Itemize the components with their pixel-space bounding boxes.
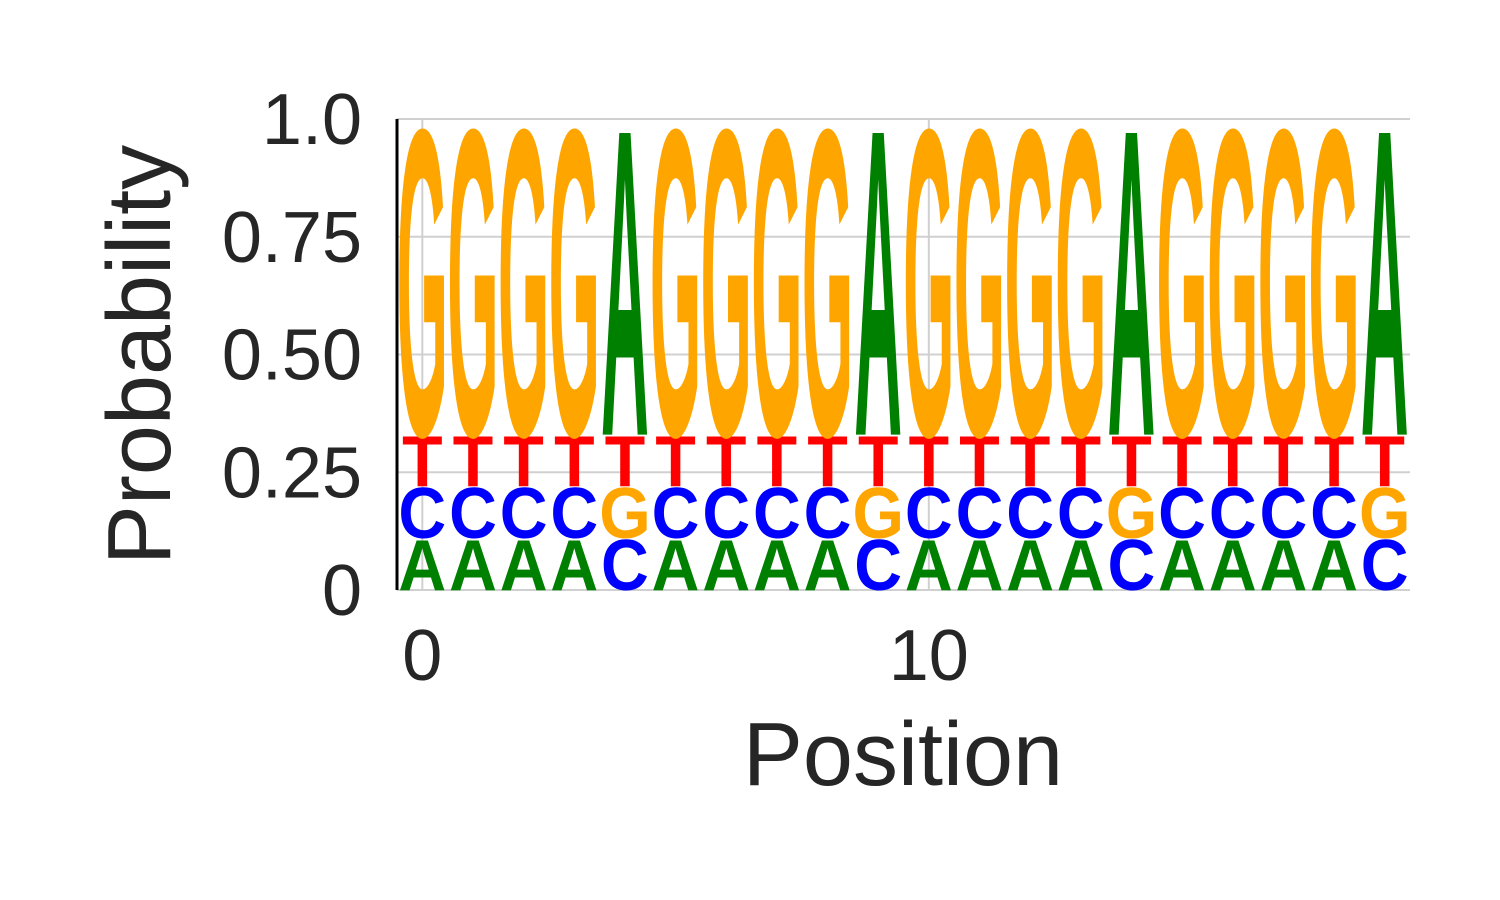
logo-letter-t: T [503, 421, 543, 502]
grid-layer [397, 118, 1410, 591]
logo-letter-g: G [1258, 39, 1309, 528]
logo-letter-a: A [1259, 524, 1307, 605]
logo-letter-g: G [1308, 39, 1359, 528]
logo-letter-c: C [804, 473, 852, 554]
logo-letter-t: T [1111, 421, 1151, 502]
logo-letter-a: A [854, 39, 902, 528]
logo-letter-c: C [550, 473, 598, 554]
logo-letter-c: C [1361, 524, 1409, 605]
y-tick-label: 1.0 [262, 80, 362, 160]
logo-letter-c: C [854, 524, 902, 605]
logo-letter-g: G [1207, 39, 1258, 528]
logo-letter-a: A [956, 524, 1004, 605]
logo-letter-c: C [1057, 473, 1105, 554]
logo-letter-g: G [650, 39, 701, 528]
logo-letter-a: A [1108, 39, 1156, 528]
logo-letter-c: C [500, 473, 548, 554]
logo-letter-c: C [702, 473, 750, 554]
logo-letter-a: A [1310, 524, 1358, 605]
x-tick-label: 10 [889, 616, 969, 696]
logo-letter-a: A [449, 524, 497, 605]
logo-letter-t: T [1061, 421, 1101, 502]
logo-letter-g: G [852, 473, 903, 554]
x-tick-label: 0 [402, 616, 442, 696]
logo-letter-t: T [706, 421, 746, 502]
logo-letter-a: A [1006, 524, 1054, 605]
logo-letter-a: A [804, 524, 852, 605]
logo-letter-t: T [554, 421, 594, 502]
logo-letter-t: T [1213, 421, 1253, 502]
logo-letter-g: G [1156, 39, 1207, 528]
logo-letter-a: A [550, 524, 598, 605]
logo-letter-t: T [807, 421, 847, 502]
y-tick-label: 0.25 [222, 433, 362, 513]
y-axis-title: Probability [90, 145, 190, 565]
logo-letter-t: T [655, 421, 695, 502]
logo-letter-t: T [757, 421, 797, 502]
logo-letter-c: C [753, 473, 801, 554]
logo-letter-t: T [1364, 421, 1404, 502]
logo-letter-a: A [601, 39, 649, 528]
logo-letter-c: C [1108, 524, 1156, 605]
logo-letter-g: G [549, 39, 600, 528]
logo-letter-g: G [498, 39, 549, 528]
logo-letter-a: A [1158, 524, 1206, 605]
logo-letter-t: T [402, 421, 442, 502]
logo-letter-t: T [1162, 421, 1202, 502]
logo-letter-t: T [858, 421, 898, 502]
logo-letter-g: G [447, 39, 498, 528]
logo-letter-c: C [1259, 473, 1307, 554]
logo-letter-t: T [1263, 421, 1303, 502]
logo-letter-a: A [1209, 524, 1257, 605]
logo-letter-c: C [956, 473, 1004, 554]
logo-letter-g: G [1106, 473, 1157, 554]
logo-letter-t: T [909, 421, 949, 502]
logo-letter-g: G [1004, 39, 1055, 528]
y-tick-label: 0.50 [222, 316, 362, 396]
logo-letter-c: C [652, 473, 700, 554]
logo-letter-a: A [1057, 524, 1105, 605]
logo-letter-c: C [1006, 473, 1054, 554]
logo-letter-c: C [1158, 473, 1206, 554]
y-tick-label: 0.75 [222, 198, 362, 278]
logo-letter-t: T [605, 421, 645, 502]
logo-letter-c: C [1209, 473, 1257, 554]
y-tick-label: 0 [322, 551, 362, 631]
logo-letter-a: A [905, 524, 953, 605]
logo-letter-g: G [802, 39, 853, 528]
logo-letter-g: G [751, 39, 802, 528]
x-axis-title: Position [743, 705, 1063, 805]
logo-letter-c: C [601, 524, 649, 605]
logo-letter-t: T [1314, 421, 1354, 502]
logo-letter-g: G [599, 473, 650, 554]
logo-letter-g: G [954, 39, 1005, 528]
letters-layer: ACTGACTGACTGACTGCGTAACTGACTGACTGACTGCGTA… [397, 39, 1411, 606]
logo-letter-c: C [905, 473, 953, 554]
logo-letter-a: A [753, 524, 801, 605]
logo-letter-g: G [1359, 473, 1410, 554]
logo-letter-a: A [1361, 39, 1409, 528]
logo-letter-a: A [702, 524, 750, 605]
logo-letter-t: T [1010, 421, 1050, 502]
logo-letter-g: G [1055, 39, 1106, 528]
ticks-layer: 0 0.25 0.50 0.75 1.0 0 10 [222, 80, 969, 696]
logo-letter-a: A [500, 524, 548, 605]
logo-letter-a: A [652, 524, 700, 605]
logo-letter-t: T [453, 421, 493, 502]
logo-letter-c: C [398, 473, 446, 554]
logo-letter-g: G [397, 39, 448, 528]
logo-letter-t: T [959, 421, 999, 502]
logo-letter-g: G [903, 39, 954, 528]
logo-letter-c: C [1310, 473, 1358, 554]
logo-letter-g: G [700, 39, 751, 528]
logo-letter-a: A [398, 524, 446, 605]
logo-letter-c: C [449, 473, 497, 554]
